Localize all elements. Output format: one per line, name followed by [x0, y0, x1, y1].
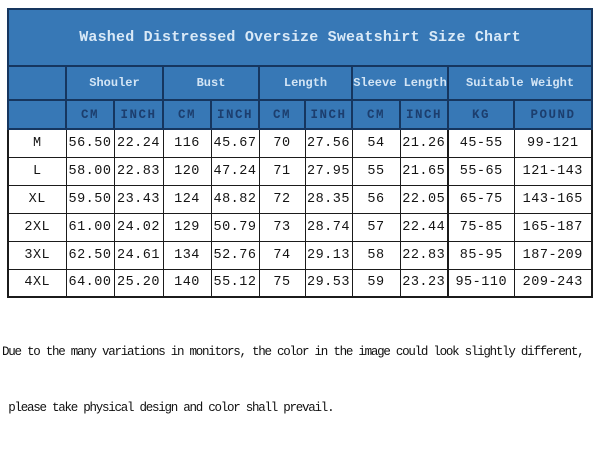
value-cell: 95-110 [447, 268, 515, 298]
value-cell: 62.50 [65, 240, 115, 270]
unit-cell-length-cm: CM [258, 99, 306, 130]
value-cell: 85-95 [447, 240, 515, 270]
value-cell: 27.95 [304, 156, 353, 186]
value-cell: 57 [351, 212, 401, 242]
value-cell: 22.05 [399, 184, 449, 214]
value-cell: 23.23 [399, 268, 449, 298]
value-cell: 165-187 [513, 212, 594, 242]
value-cell: 29.53 [304, 268, 353, 298]
unit-cell-length-inch: INCH [304, 99, 353, 130]
value-cell: 50.79 [210, 212, 260, 242]
value-cell: 143-165 [513, 184, 594, 214]
value-cell: 187-209 [513, 240, 594, 270]
value-cell: 22.83 [113, 156, 164, 186]
size-label: M [7, 128, 67, 158]
value-cell: 52.76 [210, 240, 260, 270]
value-cell: 27.56 [304, 128, 353, 158]
value-cell: 134 [162, 240, 212, 270]
value-cell: 21.65 [399, 156, 449, 186]
column-group-length: Length [258, 65, 353, 101]
value-cell: 129 [162, 212, 212, 242]
value-cell: 124 [162, 184, 212, 214]
value-cell: 56.50 [65, 128, 115, 158]
value-cell: 47.24 [210, 156, 260, 186]
column-group-bust: Bust [162, 65, 260, 101]
column-group-sleeve-length: Sleeve Length [351, 65, 449, 101]
value-cell: 64.00 [65, 268, 115, 298]
note-monitor-color-2: please take physical design and color sh… [2, 401, 334, 415]
corner-cell [7, 99, 67, 130]
value-cell: 71 [258, 156, 306, 186]
disclaimer-notes: Due to the many variations in monitors, … [2, 310, 601, 451]
value-cell: 45.67 [210, 128, 260, 158]
value-cell: 121-143 [513, 156, 594, 186]
value-cell: 74 [258, 240, 306, 270]
value-cell: 61.00 [65, 212, 115, 242]
value-cell: 65-75 [447, 184, 515, 214]
value-cell: 140 [162, 268, 212, 298]
size-label: 4XL [7, 268, 67, 298]
value-cell: 209-243 [513, 268, 594, 298]
value-cell: 21.26 [399, 128, 449, 158]
unit-cell-sleeve-cm: CM [351, 99, 401, 130]
corner-cell [7, 65, 67, 101]
table-row: 2XL 61.00 24.02 129 50.79 73 28.74 57 22.44 75-85… [7, 212, 594, 242]
unit-cell-bust-cm: CM [162, 99, 212, 130]
value-cell: 22.24 [113, 128, 164, 158]
value-cell: 99-121 [513, 128, 594, 158]
value-cell: 28.35 [304, 184, 353, 214]
unit-cell-shoulder-inch: INCH [113, 99, 164, 130]
unit-cell-weight-pound: POUND [512, 99, 594, 130]
value-cell: 56 [351, 184, 401, 214]
value-cell: 54 [351, 128, 401, 158]
table-row: XL 59.50 23.43 124 48.82 72 28.35 56 22.05 65-75 1… [7, 184, 594, 214]
value-cell: 28.74 [304, 212, 353, 242]
note-monitor-color-1: Due to the many variations in monitors, … [2, 345, 585, 359]
table-row: 3XL 62.50 24.61 134 52.76 74 29.13 58 22.83 85-95… [7, 240, 594, 270]
value-cell: 55 [351, 156, 401, 186]
size-chart-table: Washed Distressed Oversize Sweatshirt Si… [6, 8, 594, 298]
value-cell: 55.12 [210, 268, 260, 298]
size-label: XL [7, 184, 67, 214]
value-cell: 25.20 [113, 268, 164, 298]
value-cell: 24.61 [113, 240, 164, 270]
size-label: 2XL [7, 212, 67, 242]
value-cell: 23.43 [113, 184, 164, 214]
table-row: L 58.00 22.83 120 47.24 71 27.95 55 21.65 55-65 12… [7, 156, 594, 186]
size-label: L [7, 156, 67, 186]
unit-cell-shoulder-cm: CM [65, 99, 115, 130]
column-group-suitable-weight: Suitable Weight [446, 65, 594, 101]
value-cell: 22.83 [399, 240, 449, 270]
value-cell: 58 [351, 240, 401, 270]
table-row: M 56.50 22.24 116 45.67 70 27.56 54 21.26 45-55 99… [7, 128, 594, 158]
unit-header-row: CM INCH CM INCH CM INCH CM INCH KG POUND [7, 99, 594, 130]
value-cell: 55-65 [447, 156, 515, 186]
value-cell: 73 [258, 212, 306, 242]
unit-cell-weight-kg: KG [447, 99, 515, 130]
group-header-row: Shouler Bust Length Sleeve Length Suitab… [7, 65, 594, 101]
value-cell: 70 [258, 128, 306, 158]
value-cell: 72 [258, 184, 306, 214]
table-row: 4XL 64.00 25.20 140 55.12 75 29.53 59 23.23 95-11… [7, 268, 594, 298]
value-cell: 75 [258, 268, 306, 298]
unit-cell-bust-inch: INCH [210, 99, 260, 130]
value-cell: 116 [162, 128, 212, 158]
page-title: Washed Distressed Oversize Sweatshirt Si… [6, 8, 594, 67]
value-cell: 59.50 [65, 184, 115, 214]
value-cell: 24.02 [113, 212, 164, 242]
value-cell: 29.13 [304, 240, 353, 270]
value-cell: 22.44 [399, 212, 449, 242]
column-group-shoulder: Shouler [65, 65, 164, 101]
value-cell: 48.82 [210, 184, 260, 214]
value-cell: 75-85 [447, 212, 515, 242]
value-cell: 120 [162, 156, 212, 186]
unit-cell-sleeve-inch: INCH [399, 99, 449, 130]
value-cell: 59 [351, 268, 401, 298]
title-row: Washed Distressed Oversize Sweatshirt Si… [6, 8, 594, 67]
value-cell: 58.00 [65, 156, 115, 186]
size-label: 3XL [7, 240, 67, 270]
value-cell: 45-55 [447, 128, 515, 158]
